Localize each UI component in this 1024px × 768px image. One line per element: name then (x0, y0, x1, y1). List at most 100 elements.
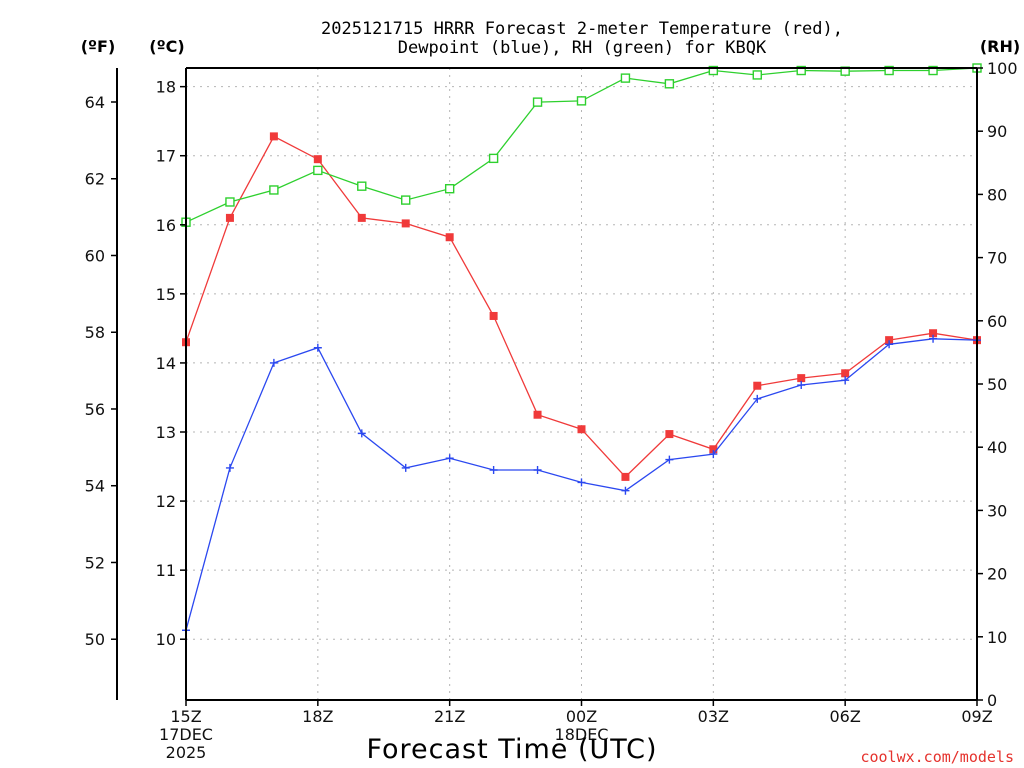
temperature-point (269, 132, 278, 141)
rh-point (752, 70, 762, 80)
rh-tick-label: 70 (987, 249, 1007, 268)
rh-unit-label: (RH) (980, 37, 1020, 56)
rh-tick-label: 80 (987, 185, 1007, 204)
credit-link[interactable]: coolwx.com/models (860, 748, 1014, 766)
dewpoint-point (709, 450, 718, 459)
celsius-tick-label: 15 (156, 285, 176, 304)
rh-point (928, 65, 938, 76)
rh-tick-label: 100 (987, 59, 1018, 78)
grid-lines (186, 68, 977, 700)
dewpoint-point (841, 376, 850, 385)
rh-tick-label: 40 (987, 438, 1007, 457)
dewpoint-point (313, 343, 322, 352)
fahrenheit-tick-label: 62 (85, 170, 105, 189)
dewpoint-point (665, 455, 674, 464)
fahrenheit-tick-label: 56 (85, 400, 105, 419)
x-tick-label: 00Z (566, 707, 597, 726)
rh-tick-label: 30 (987, 501, 1007, 520)
celsius-tick-label: 11 (156, 561, 176, 580)
dewpoint-point (797, 381, 806, 390)
rh-tick-label: 90 (987, 122, 1007, 141)
temperature-point (709, 445, 718, 454)
x-tick-label: 18DEC (555, 725, 609, 744)
rh-tick-label: 20 (987, 565, 1007, 584)
temperature-point (929, 329, 938, 338)
rh-tick-label: 50 (987, 375, 1007, 394)
rh-point (269, 185, 279, 195)
celsius-tick-label: 18 (156, 78, 176, 97)
chart-title-line-1: 2025121715 HRRR Forecast 2-meter Tempera… (321, 19, 843, 39)
rh-point (444, 184, 455, 194)
rh-tick-label: 0 (987, 691, 997, 710)
temperature-point (401, 219, 410, 228)
celsius-tick-label: 13 (156, 423, 176, 442)
celsius-tick-label: 16 (156, 216, 176, 235)
fahrenheit-tick-label: 54 (85, 477, 105, 496)
celsius-unit-label: (ºC) (149, 37, 184, 56)
dewpoint-point (929, 334, 938, 343)
temperature-point (313, 155, 322, 164)
fahrenheit-tick-label: 50 (85, 630, 105, 649)
rh-tick-label: 60 (987, 312, 1007, 331)
rh-point (708, 65, 719, 76)
x-tick-label: 09Z (961, 707, 992, 726)
rh-tick-label: 10 (987, 628, 1007, 647)
temperature-point (621, 472, 630, 481)
temperature-point (577, 425, 586, 434)
celsius-tick-label: 14 (156, 354, 176, 373)
rh-point (532, 97, 543, 107)
x-tick-label: 06Z (830, 707, 861, 726)
celsius-tick-label: 17 (156, 147, 176, 166)
chart-axes (111, 67, 983, 706)
temperature-point (357, 213, 366, 222)
x-tick-label: 03Z (698, 707, 729, 726)
temperature-point (489, 311, 498, 320)
rh-point (884, 65, 894, 76)
rh-point (664, 79, 675, 89)
temperature-series (182, 132, 981, 481)
dewpoint-point (401, 463, 410, 472)
temperature-point (445, 233, 454, 242)
fahrenheit-tick-label: 64 (85, 93, 105, 112)
dewpoint-point (445, 454, 454, 463)
dewpoint-point (225, 463, 234, 472)
dewpoint-point (533, 465, 542, 474)
rh-point (357, 181, 367, 191)
dewpoint-point (357, 429, 366, 438)
x-tick-label: 15Z (170, 707, 201, 726)
rh-point (401, 195, 411, 205)
temperature-point (885, 336, 894, 345)
x-tick-label: 2025 (166, 743, 207, 762)
dewpoint-point (621, 486, 630, 495)
x-tick-label: 17DEC (159, 725, 213, 744)
temperature-point (841, 369, 850, 378)
temperature-point (797, 374, 806, 383)
dewpoint-point (885, 340, 894, 349)
rh-point (620, 73, 631, 83)
rh-point (225, 197, 235, 207)
x-tick-label: 21Z (434, 707, 465, 726)
fahrenheit-tick-label: 60 (85, 246, 105, 265)
dewpoint-series (182, 334, 981, 635)
dewpoint-point (577, 478, 586, 487)
rh-series (181, 63, 982, 227)
x-axis-title: Forecast Time (UTC) (366, 734, 657, 765)
rh-point (576, 96, 587, 106)
tick-labels: 10 11 12 13 14 15 16 17 18 50 52 54 56 58 60 62 64 0 10 20 3… (85, 59, 1018, 762)
chart-title-line-2: Dewpoint (blue), RH (green) for KBQK (398, 38, 767, 58)
fahrenheit-tick-label: 58 (85, 323, 105, 342)
temperature-point (753, 381, 762, 390)
rh-point (313, 165, 323, 176)
temperature-point (533, 410, 542, 419)
rh-point (796, 65, 806, 76)
fahrenheit-tick-label: 52 (85, 553, 105, 572)
temperature-point (665, 430, 674, 439)
dewpoint-point (269, 358, 278, 367)
celsius-tick-label: 12 (156, 492, 176, 511)
dewpoint-point (489, 465, 498, 474)
fahrenheit-unit-label: (ºF) (81, 37, 116, 56)
temperature-point (225, 213, 234, 222)
data-series (181, 63, 982, 635)
dewpoint-point (753, 394, 762, 403)
